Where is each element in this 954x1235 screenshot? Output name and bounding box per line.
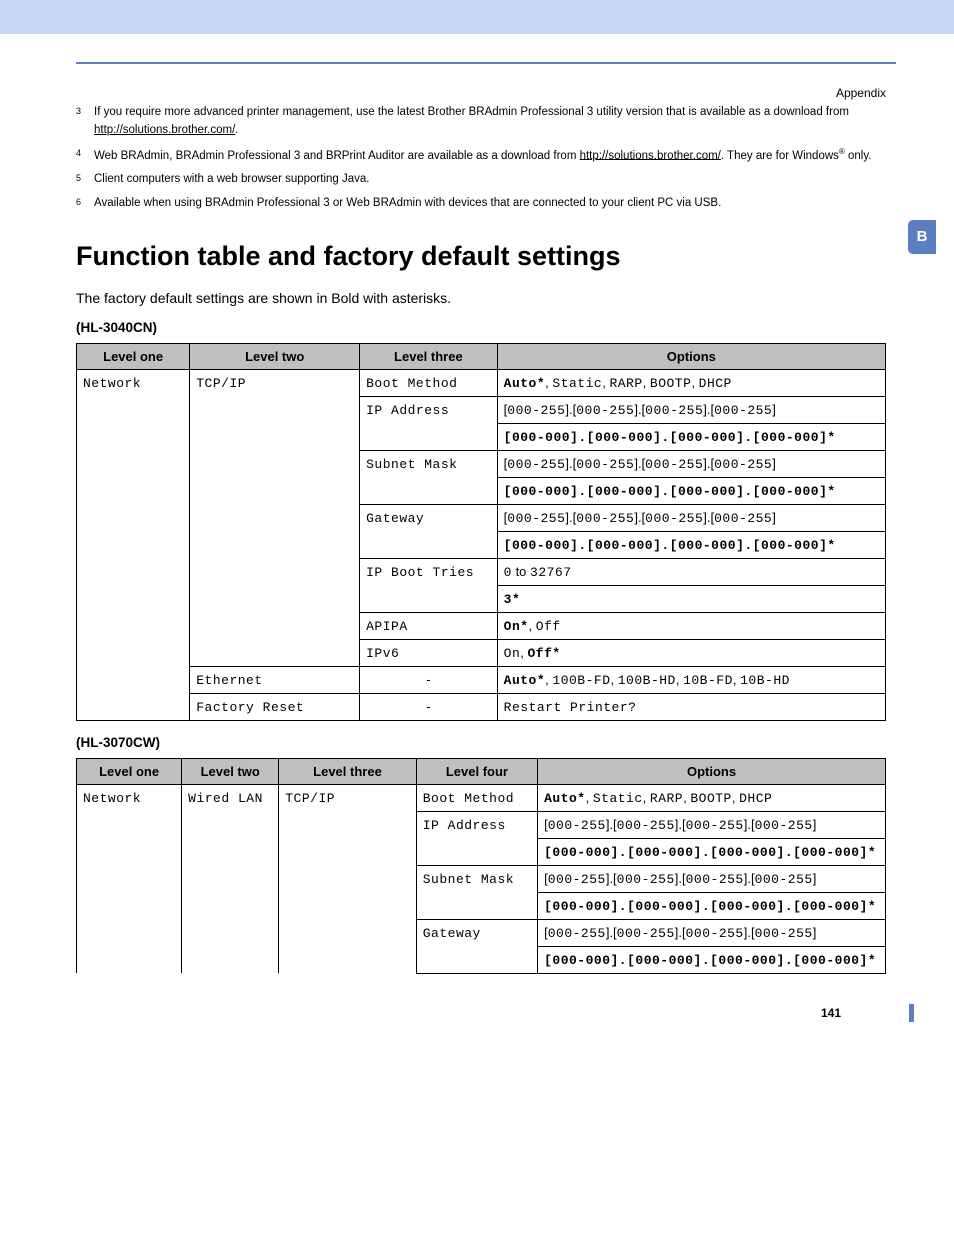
options-cell: Restart Printer? <box>497 693 885 720</box>
table-row: NetworkTCP/IPBoot MethodAuto*, Static, R… <box>77 369 886 396</box>
footnote-num: 5 <box>76 171 94 189</box>
level-four-cell: Subnet Mask <box>416 865 537 919</box>
level-three-cell: Gateway <box>360 504 498 558</box>
footnotes: 3If you require more advanced printer ma… <box>76 104 886 213</box>
footnote-text: Available when using BRAdmin Professiona… <box>94 195 886 213</box>
table-row: Factory Reset-Restart Printer? <box>77 693 886 720</box>
level-two-cell: TCP/IP <box>190 369 360 666</box>
footnote-num: 4 <box>76 146 94 166</box>
options-cell: [000-255].[000-255].[000-255].[000-255] <box>497 504 885 531</box>
table-row: Ethernet-Auto*, 100B-FD, 100B-HD, 10B-FD… <box>77 666 886 693</box>
col-header: Level three <box>279 758 417 784</box>
options-cell: [000-000].[000-000].[000-000].[000-000]* <box>538 838 886 865</box>
footnote-row: 4Web BRAdmin, BRAdmin Professional 3 and… <box>76 146 886 166</box>
side-tab: B <box>908 220 936 254</box>
footnote-num: 3 <box>76 104 94 140</box>
level-two-cell: Ethernet <box>190 666 360 693</box>
options-cell: [000-000].[000-000].[000-000].[000-000]* <box>497 531 885 558</box>
level-one-cell: Network <box>77 369 190 720</box>
level-three-cell: APIPA <box>360 612 498 639</box>
footer: 141 <box>0 1004 954 1052</box>
level-three-cell: IP Address <box>360 396 498 450</box>
col-header: Level one <box>77 343 190 369</box>
options-cell: Auto*, Static, RARP, BOOTP, DHCP <box>538 784 886 811</box>
options-cell: [000-000].[000-000].[000-000].[000-000]* <box>538 892 886 919</box>
options-cell: 0 to 32767 <box>497 558 885 585</box>
level-three-cell: - <box>360 666 498 693</box>
level-four-cell: Boot Method <box>416 784 537 811</box>
options-cell: Auto*, 100B-FD, 100B-HD, 10B-FD, 10B-HD <box>497 666 885 693</box>
col-header: Level one <box>77 758 182 784</box>
function-table-1: Level oneLevel twoLevel threeOptionsNetw… <box>76 343 886 721</box>
col-header: Level two <box>182 758 279 784</box>
options-cell: [000-000].[000-000].[000-000].[000-000]* <box>538 946 886 973</box>
level-three-cell: IP Boot Tries <box>360 558 498 612</box>
level-four-cell: Gateway <box>416 919 537 973</box>
page-number: 141 <box>0 1004 914 1022</box>
options-cell: [000-255].[000-255].[000-255].[000-255] <box>538 811 886 838</box>
col-header: Level two <box>190 343 360 369</box>
model-label-1: (HL-3040CN) <box>76 320 886 335</box>
footnote-text: Web BRAdmin, BRAdmin Professional 3 and … <box>94 146 886 166</box>
col-header: Level three <box>360 343 498 369</box>
footnote-text: If you require more advanced printer man… <box>94 104 886 140</box>
header-label: Appendix <box>836 86 886 100</box>
col-header: Options <box>538 758 886 784</box>
options-cell: [000-000].[000-000].[000-000].[000-000]* <box>497 477 885 504</box>
level-three-cell: IPv6 <box>360 639 498 666</box>
function-table-2: Level oneLevel twoLevel threeLevel fourO… <box>76 758 886 974</box>
options-cell: On*, Off <box>497 612 885 639</box>
options-cell: [000-000].[000-000].[000-000].[000-000]* <box>497 423 885 450</box>
footnote-row: 6Available when using BRAdmin Profession… <box>76 195 886 213</box>
options-cell: [000-255].[000-255].[000-255].[000-255] <box>538 865 886 892</box>
col-header: Level four <box>416 758 537 784</box>
level-four-cell: IP Address <box>416 811 537 865</box>
level-three-cell: TCP/IP <box>279 784 417 973</box>
table-row: NetworkWired LANTCP/IPBoot MethodAuto*, … <box>77 784 886 811</box>
footnote-num: 6 <box>76 195 94 213</box>
top-band <box>0 0 954 34</box>
section-intro: The factory default settings are shown i… <box>76 290 886 306</box>
section-title: Function table and factory default setti… <box>76 241 886 272</box>
options-cell: [000-255].[000-255].[000-255].[000-255] <box>538 919 886 946</box>
page-content: 3If you require more advanced printer ma… <box>0 64 954 974</box>
col-header: Options <box>497 343 885 369</box>
level-two-cell: Wired LAN <box>182 784 279 973</box>
options-cell: 3* <box>497 585 885 612</box>
options-cell: [000-255].[000-255].[000-255].[000-255] <box>497 450 885 477</box>
level-one-cell: Network <box>77 784 182 973</box>
footnote-row: 5Client computers with a web browser sup… <box>76 171 886 189</box>
model-label-2: (HL-3070CW) <box>76 735 886 750</box>
options-cell: On, Off* <box>497 639 885 666</box>
options-cell: Auto*, Static, RARP, BOOTP, DHCP <box>497 369 885 396</box>
options-cell: [000-255].[000-255].[000-255].[000-255] <box>497 396 885 423</box>
level-three-cell: Subnet Mask <box>360 450 498 504</box>
footnote-row: 3If you require more advanced printer ma… <box>76 104 886 140</box>
level-two-cell: Factory Reset <box>190 693 360 720</box>
footnote-text: Client computers with a web browser supp… <box>94 171 886 189</box>
level-three-cell: - <box>360 693 498 720</box>
level-three-cell: Boot Method <box>360 369 498 396</box>
